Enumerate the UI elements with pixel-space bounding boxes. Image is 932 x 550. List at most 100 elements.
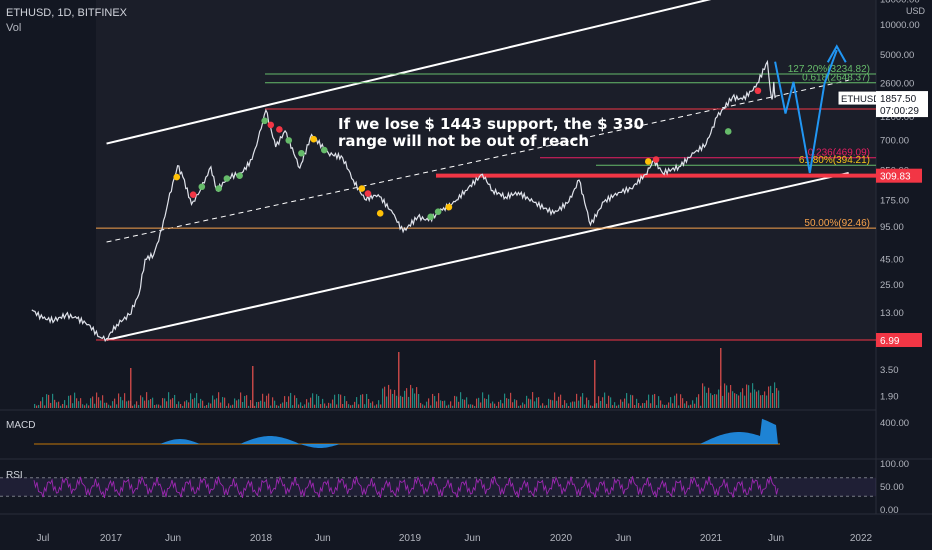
- price-label-box[interactable]: [876, 168, 922, 183]
- volume-bar: [138, 404, 140, 408]
- volume-bar: [334, 394, 336, 408]
- price-label-box[interactable]: [876, 333, 922, 347]
- volume-bar: [596, 403, 598, 408]
- time-axis-tick: Jun: [615, 533, 631, 544]
- signal-dot[interactable]: [376, 210, 384, 217]
- volume-bar: [770, 385, 772, 408]
- volume-bar: [62, 403, 64, 408]
- projection-path[interactable]: [774, 49, 838, 174]
- signal-dot[interactable]: [298, 149, 305, 157]
- symbol-header[interactable]: ETHUSD, 1D, BITFINEX: [6, 7, 128, 19]
- volume-bar: [306, 399, 308, 408]
- signal-dot[interactable]: [445, 203, 453, 211]
- volume-bar: [434, 395, 436, 408]
- volume-bar: [60, 405, 62, 408]
- volume-bar: [488, 394, 490, 408]
- volume-bar: [628, 403, 630, 408]
- volume-bar: [408, 396, 410, 408]
- volume-bar: [92, 396, 94, 408]
- volume-bar: [172, 398, 174, 408]
- volume-bar: [508, 398, 510, 408]
- signal-dot[interactable]: [358, 185, 366, 192]
- signal-dot[interactable]: [173, 173, 181, 181]
- current-price-box[interactable]: [876, 91, 928, 118]
- signal-dot[interactable]: [652, 156, 660, 163]
- signal-dot[interactable]: [285, 137, 293, 144]
- volume-bar: [344, 396, 346, 408]
- volume-bar: [262, 393, 264, 408]
- signal-dot[interactable]: [236, 172, 243, 179]
- volume-bar: [150, 399, 152, 408]
- volume-bar: [54, 399, 56, 408]
- volume-bar: [256, 402, 258, 408]
- signal-dot[interactable]: [724, 128, 732, 135]
- signal-dot[interactable]: [434, 208, 442, 215]
- volume-bar: [590, 405, 592, 408]
- signal-dot[interactable]: [427, 213, 434, 221]
- volume-bar: [490, 403, 492, 408]
- volume-bar: [86, 403, 88, 408]
- volume-bar: [742, 388, 744, 408]
- volume-bar: [324, 403, 326, 408]
- volume-bar: [378, 400, 380, 408]
- signal-dot[interactable]: [261, 117, 268, 125]
- volume-bar: [310, 397, 312, 408]
- volume-bar: [194, 397, 196, 408]
- volume-bar: [638, 403, 640, 408]
- volume-bar: [380, 404, 382, 408]
- volume-bar: [546, 405, 548, 408]
- signal-dot[interactable]: [644, 158, 652, 165]
- volume-bar: [584, 404, 586, 408]
- volume-bar: [574, 401, 576, 408]
- volume-bar: [276, 405, 278, 408]
- signal-dot[interactable]: [754, 87, 762, 95]
- volume-bar: [326, 405, 328, 408]
- price-axis-tick: 3.50: [880, 365, 899, 376]
- volume-bar: [718, 389, 720, 408]
- volume-bar: [112, 401, 114, 408]
- signal-dot[interactable]: [320, 146, 328, 154]
- volume-bar: [610, 397, 612, 408]
- volume-bar: [400, 395, 402, 408]
- volume-bar: [214, 399, 216, 408]
- signal-dot[interactable]: [198, 183, 206, 191]
- volume-bar: [618, 404, 620, 408]
- volume-bar: [644, 403, 646, 408]
- volume-bar: [562, 405, 564, 408]
- volume-bar: [464, 399, 466, 408]
- signal-dot[interactable]: [364, 190, 372, 197]
- symbol-tag-text: ETHUSD: [841, 94, 880, 105]
- signal-dot[interactable]: [310, 135, 317, 143]
- volume-bar: [492, 401, 494, 408]
- volume-bar: [462, 399, 464, 408]
- volume-bar: [634, 404, 636, 408]
- volume-bar: [696, 397, 698, 408]
- volume-bar: [100, 400, 102, 408]
- signal-dot[interactable]: [189, 191, 197, 198]
- volume-bar: [412, 388, 414, 408]
- volume-bar: [620, 399, 622, 408]
- channel-upper-line[interactable]: [106, 0, 776, 145]
- volume-bar: [606, 403, 608, 408]
- volume-bar: [116, 404, 118, 408]
- signal-dot[interactable]: [267, 121, 275, 129]
- macd-label[interactable]: MACD: [6, 420, 36, 431]
- rsi-axis-tick: 50.00: [880, 482, 904, 493]
- volume-bar: [660, 400, 662, 408]
- volume-label[interactable]: Vol: [6, 22, 22, 34]
- volume-bar: [608, 395, 610, 408]
- volume-bar: [46, 394, 48, 408]
- signal-dot[interactable]: [215, 185, 222, 192]
- rsi-label[interactable]: RSI: [6, 470, 23, 481]
- price-line[interactable]: [31, 59, 776, 343]
- volume-bar: [308, 402, 310, 408]
- volume-bar: [74, 392, 76, 408]
- signal-dot[interactable]: [223, 175, 231, 182]
- volume-bar: [242, 401, 244, 408]
- channel-lower-line[interactable]: [106, 171, 849, 341]
- volume-bar: [392, 393, 394, 408]
- volume-bar: [108, 404, 110, 408]
- signal-dot[interactable]: [276, 126, 283, 133]
- volume-bar: [90, 398, 92, 408]
